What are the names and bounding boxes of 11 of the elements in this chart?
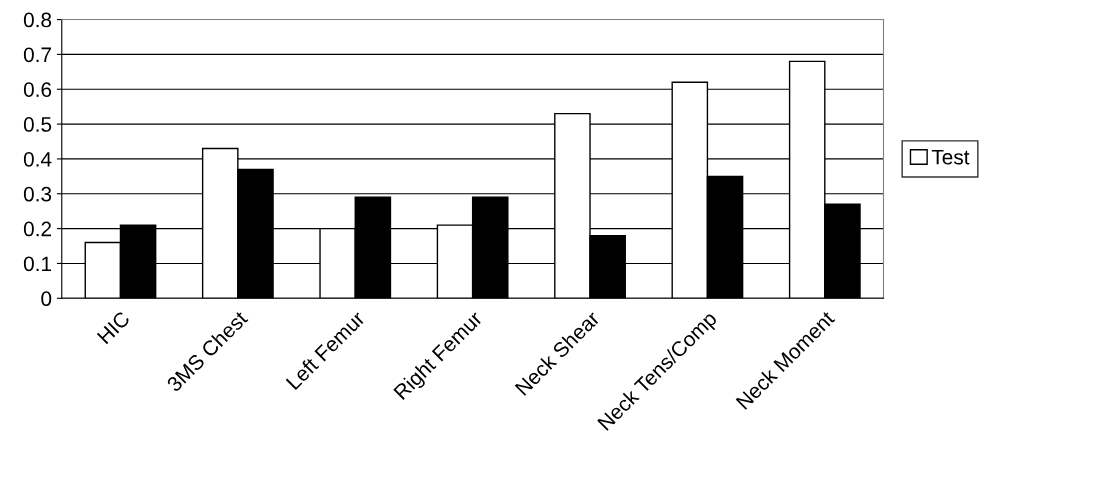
y-tick-label: 0.8 [23,12,52,28]
y-tick-label: 0.2 [23,221,51,237]
y-tick-label: 0.3 [23,186,52,202]
y-tick-label: 0.1 [23,256,52,272]
y-tick-label: 0.7 [23,47,51,63]
y-tick-label: 0.6 [23,82,52,97]
y-tick-label: 0.5 [23,117,52,132]
x-tick-label: HIC [96,310,131,345]
y-tick-label: 0.4 [23,151,52,167]
y-tick-label: 0 [41,291,52,307]
legend-label: Test [931,149,970,165]
